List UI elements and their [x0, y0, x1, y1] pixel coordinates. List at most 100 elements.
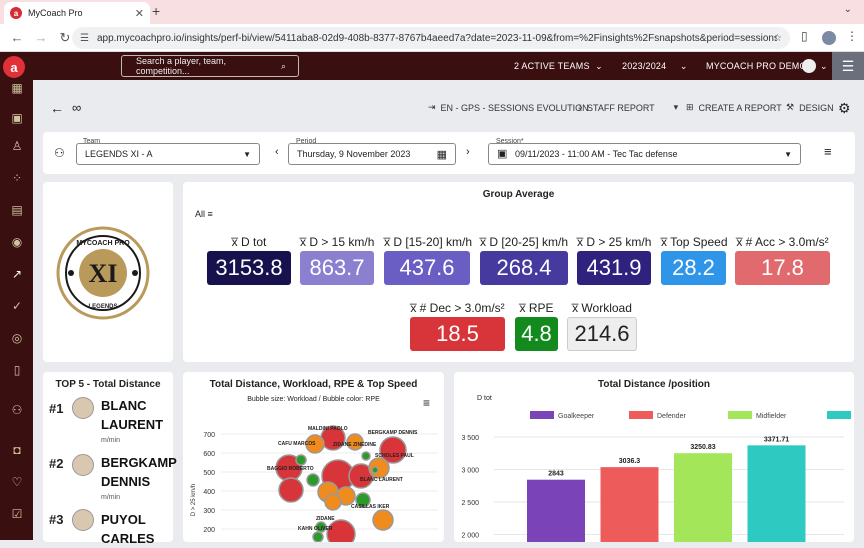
rank-1: #1 [49, 401, 64, 416]
rank-2: #2 [49, 456, 64, 471]
sidebar-tshirt-icon[interactable]: ♙ [11, 139, 23, 153]
position-bar-chart: GoalkeeperDefenderMidfielderStriker3 500… [461, 411, 851, 542]
sidebar-calendar-icon[interactable]: ▣ [11, 111, 23, 125]
session-select[interactable]: ▣ 09/11/2023 - 11:00 AM - Tec Tac defens… [488, 143, 801, 165]
team-select[interactable]: LEGENDS XI - A ▼ [76, 143, 260, 165]
account-chevron-icon[interactable]: ⌄ [820, 61, 828, 71]
create-report-button[interactable]: ⊞ CREATE A REPORT [686, 102, 782, 113]
scatter-ytick: 500 [203, 470, 215, 477]
search-placeholder: Search a player, team, competition... [136, 56, 227, 76]
season-selector[interactable]: 2023/2024 ⌄ [622, 61, 688, 71]
metric-label: x̅ # Acc > 3.0m/s² [736, 235, 829, 249]
sidebar-football-icon[interactable]: ◉ [11, 235, 23, 249]
player-name-3[interactable]: PUYOL CARLES [101, 512, 155, 546]
metric-value: 18.5 [410, 317, 505, 351]
group-average-title: Group Average [482, 189, 555, 200]
metric-tile: x̅ D tot 3153.8 [207, 235, 291, 285]
design-button[interactable]: ⚒ DESIGN [786, 102, 834, 113]
position-chart-title: Total Distance /position [597, 379, 711, 390]
metric-tile: x̅ D > 15 km/h 863.7 [300, 235, 374, 285]
bar [527, 479, 585, 542]
team-people-icon: ⚇ [54, 146, 65, 160]
group-filter-dropdown[interactable]: All ≡ [195, 209, 213, 219]
sidebar-camera-icon[interactable]: ◘ [13, 443, 21, 457]
bar-ytick: 3 000 [461, 468, 479, 475]
metric-tile: x̅ Workload 214.6 [567, 301, 637, 351]
forward-icon[interactable]: → [34, 30, 48, 45]
sidebar-checklist-icon[interactable]: ✓ [11, 299, 23, 313]
session-value: 09/11/2023 - 11:00 AM - Tec Tac defense [515, 149, 678, 159]
filters-menu-icon[interactable]: ☰ [832, 52, 864, 80]
back-arrow-icon[interactable]: ← [50, 100, 64, 116]
scatter-bubble [346, 433, 364, 451]
bar [674, 453, 732, 542]
profile-avatar-icon[interactable] [822, 31, 836, 45]
metric-label: x̅ D > 25 km/h [577, 235, 652, 249]
scatter-point-label: BLANC LAURENT [360, 477, 403, 483]
sidebar-home-icon[interactable]: ▦ [11, 81, 23, 95]
scatter-point-label: CAFU MARCOS [278, 441, 316, 447]
next-period-icon[interactable]: › [466, 146, 470, 158]
metric-value: 863.7 [300, 251, 374, 285]
sidebar-panel-icon[interactable]: ▯ [801, 29, 808, 43]
site-settings-icon[interactable]: ☰ [80, 32, 89, 44]
url-field[interactable]: ☰ app.mycoachpro.io/insights/perf-bi/vie… [72, 27, 790, 49]
bar-ytick: 2 000 [461, 533, 479, 540]
position-chart-card: Total Distance /position D tot Goalkeepe… [454, 372, 854, 542]
scatter-card: Total Distance, Workload, RPE & Top Spee… [183, 372, 444, 542]
legend-label: Midfielder [756, 413, 787, 420]
sidebar-tactics-icon[interactable]: ⁘ [11, 171, 23, 185]
account-avatar-icon[interactable] [802, 59, 816, 73]
close-tab-icon[interactable]: ✕ [134, 7, 144, 20]
sidebar-medical-icon[interactable]: ♡ [11, 475, 23, 489]
chevron-down-icon: ▼ [784, 149, 792, 159]
scatter-ytick: 300 [203, 508, 215, 515]
legend-swatch [530, 411, 554, 419]
player-unit: m/min [101, 494, 121, 501]
browser-tab[interactable]: a MyCoach Pro ✕ [4, 2, 150, 24]
scatter-point-label: MALDINI PAOLO [308, 426, 348, 432]
metric-value: 214.6 [567, 317, 637, 351]
calendar-icon[interactable]: ▦ [436, 148, 447, 161]
app-logo-icon[interactable]: a [3, 56, 25, 78]
sidebar-document-icon[interactable]: ▯ [13, 363, 21, 377]
wrench-icon: ⚒ [786, 102, 795, 112]
report-name[interactable]: ⇥ EN - GPS - SESSIONS EVOLUTION [428, 102, 589, 113]
scatter-bubble [371, 466, 379, 474]
bar-value-label: 3250.83 [690, 444, 715, 451]
bar-value-label: 3371.71 [764, 436, 789, 443]
back-icon[interactable]: ← [10, 30, 24, 45]
browser-menu-icon[interactable]: ⋮ [846, 29, 858, 43]
new-tab-icon[interactable]: + [152, 3, 161, 19]
session-edit-icon: ▣ [497, 148, 508, 160]
filter-settings-icon[interactable]: ≡ [824, 144, 832, 159]
metric-label: x̅ RPE [519, 301, 554, 315]
metric-label: x̅ Workload [572, 301, 632, 315]
reload-icon[interactable]: ↻ [59, 29, 71, 45]
chart-menu-icon[interactable]: ≡ [423, 396, 431, 410]
active-teams-selector[interactable]: 2 ACTIVE TEAMS ⌄ [514, 61, 603, 71]
sidebar-insights-icon[interactable]: ↗ [11, 267, 23, 281]
sidebar-clipboard-icon[interactable]: ☑ [11, 507, 23, 521]
sidebar-people-icon[interactable]: ⚇ [11, 403, 23, 417]
left-sidebar: ▦ ▣ ♙ ⁘ ▤ ◉ ↗ ✓ ◎ ▯ ⚇ ◘ ♡ ☑ [0, 80, 33, 540]
player-name-2[interactable]: BERGKAMP DENNIS [101, 455, 177, 489]
scatter-point-label: ZIDANE [316, 516, 335, 522]
sidebar-brain-icon[interactable]: ◎ [11, 331, 23, 345]
account-selector[interactable]: MYCOACH PRO DEMO... [706, 61, 815, 71]
metric-value: 28.2 [661, 251, 726, 285]
period-date-input[interactable]: Thursday, 9 November 2023 ▦ [288, 143, 456, 165]
scatter-bubble [372, 509, 394, 531]
tab-list-chevron-icon[interactable]: ⌄ [843, 4, 852, 15]
scatter-title: Total Distance, Workload, RPE & Top Spee… [209, 379, 418, 390]
bookmark-star-icon[interactable]: ☆ [773, 32, 782, 44]
prev-period-icon[interactable]: ‹ [275, 146, 279, 158]
staff-report-button[interactable]: ⤓ STAFF REPORT ▾ [578, 102, 679, 113]
global-search-input[interactable]: Search a player, team, competition... ⌕ [121, 55, 299, 77]
settings-gear-icon[interactable]: ⚙ [838, 100, 851, 116]
mycoach-favicon-icon: a [10, 7, 22, 19]
player-name-1[interactable]: BLANC LAURENT [101, 398, 164, 432]
link-icon[interactable]: ∞ [72, 100, 82, 115]
sidebar-library-icon[interactable]: ▤ [11, 203, 23, 217]
scatter-ytick: 400 [203, 489, 215, 496]
